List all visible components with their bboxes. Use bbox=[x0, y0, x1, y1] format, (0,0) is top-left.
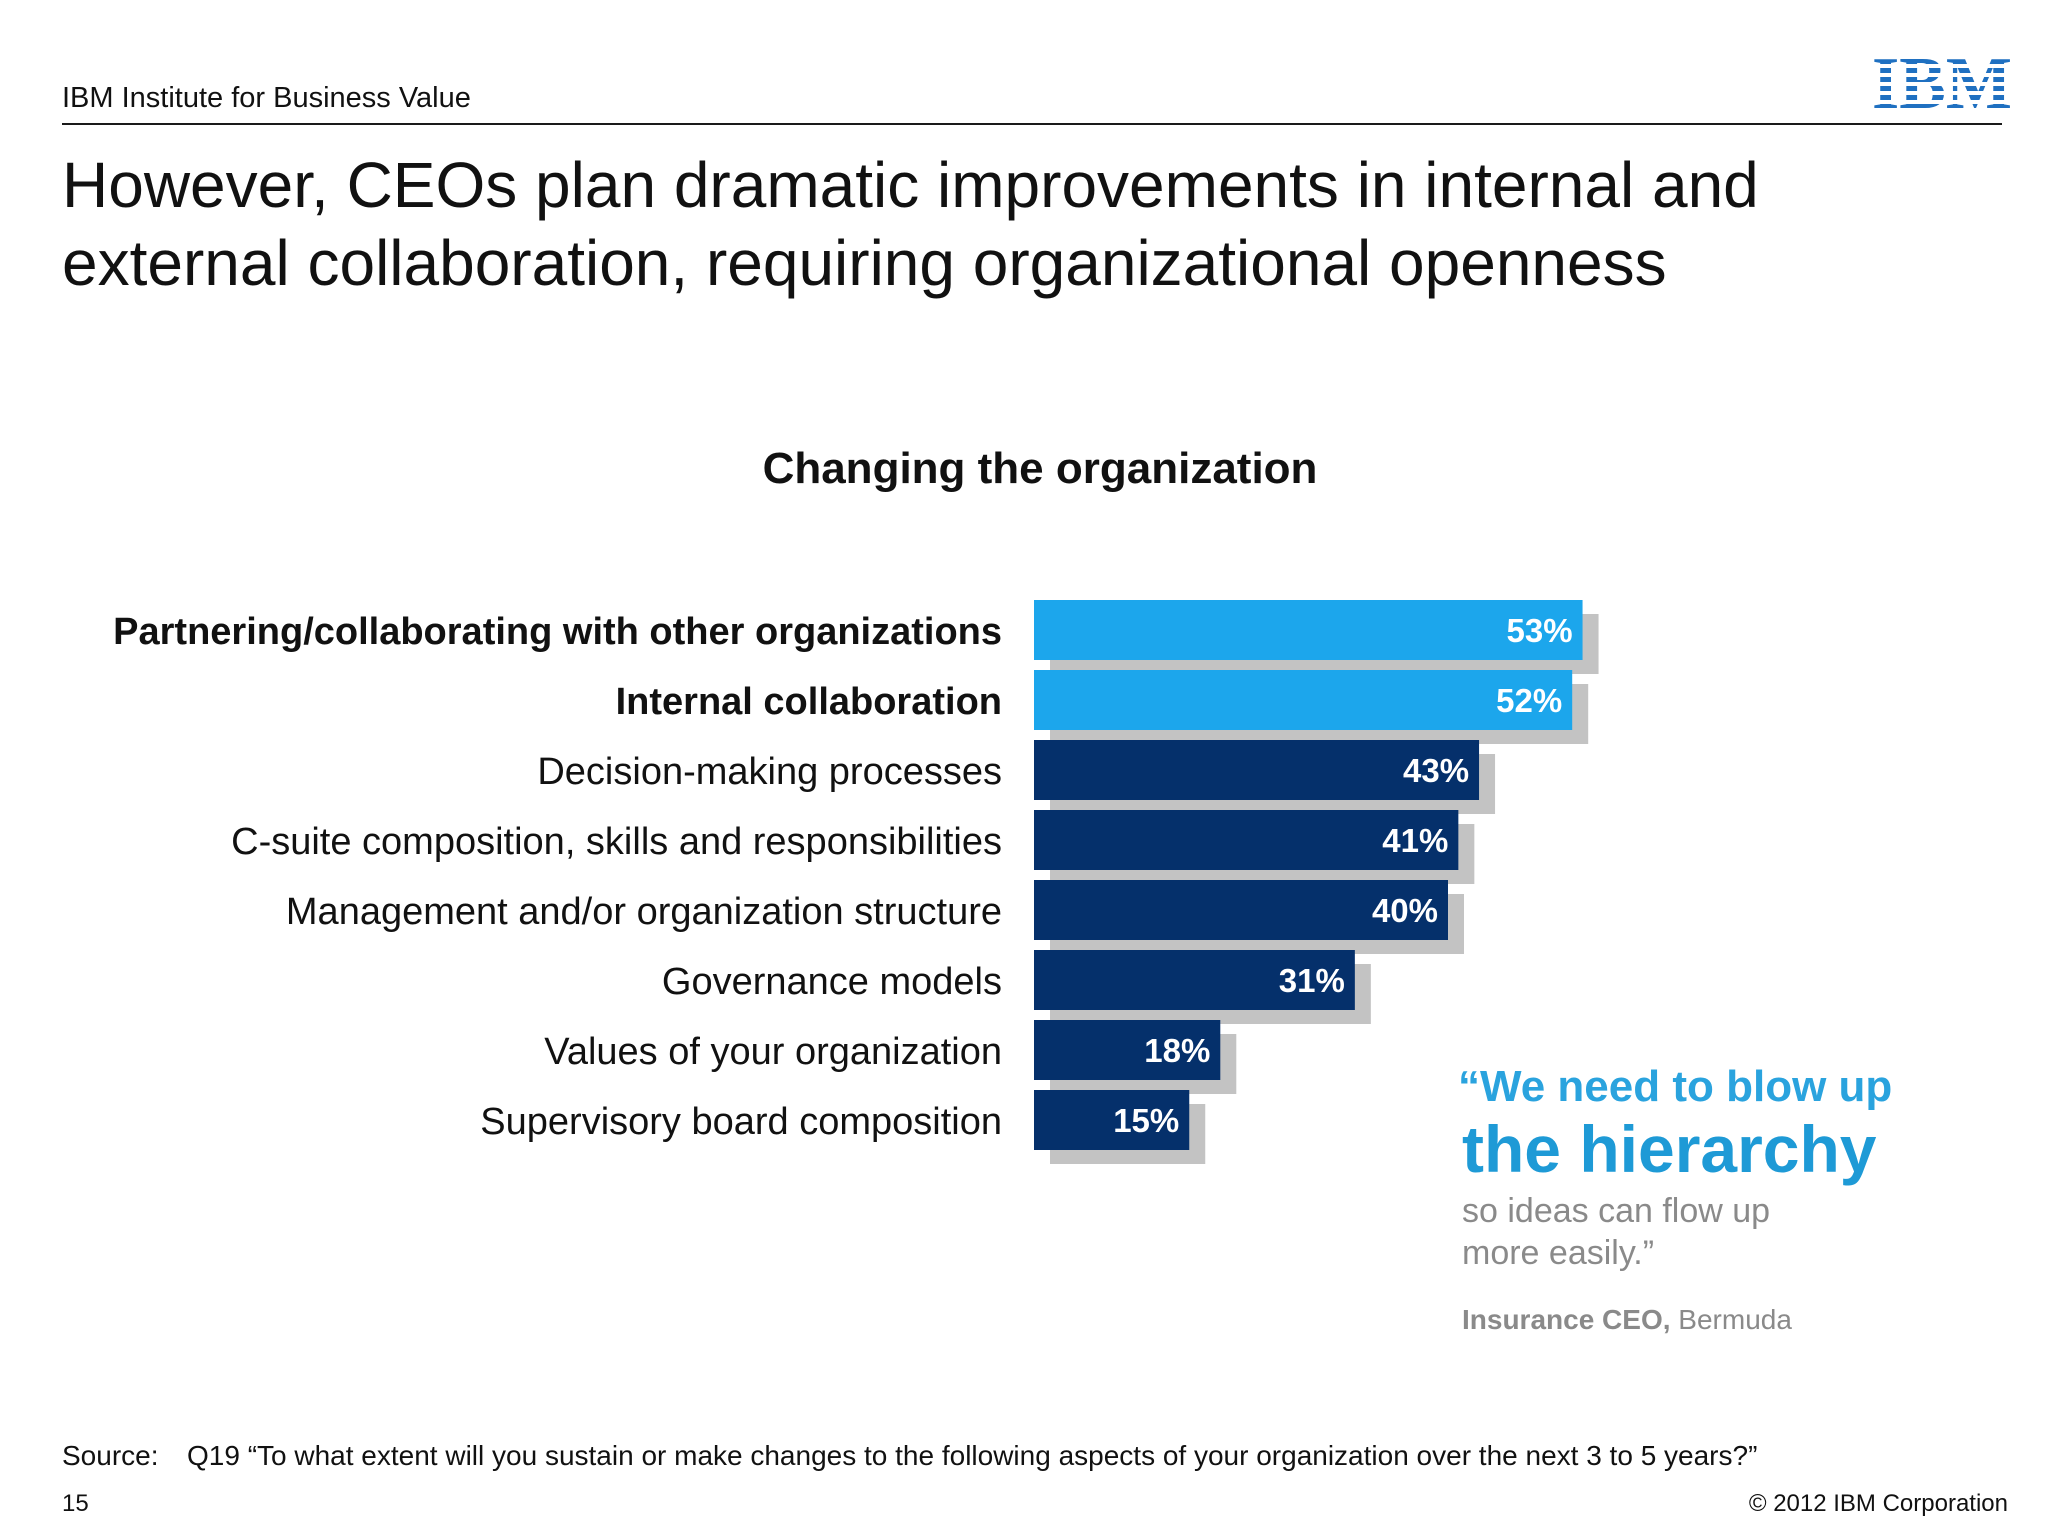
quote-line-3: so ideas can flow up more easily.” bbox=[1462, 1192, 1771, 1272]
chart-title: Changing the organization bbox=[762, 444, 1318, 493]
bar-value-label: 15% bbox=[1113, 1102, 1179, 1139]
category-label: Governance models bbox=[662, 961, 1002, 1003]
bar bbox=[1034, 600, 1583, 660]
quote-line-2: the hierarchy bbox=[1462, 1112, 1877, 1186]
svg-text:IBM: IBM bbox=[1872, 50, 2012, 110]
source-label: Source: bbox=[62, 1440, 159, 1471]
ibm-logo: IBM bbox=[1872, 50, 2012, 110]
quote-attribution-place: Bermuda bbox=[1670, 1304, 1792, 1335]
bar-chart: 53% Partnering/collaborating with other o… bbox=[113, 600, 1599, 1164]
source-note: Source: Q19 “To what extent will you sust… bbox=[62, 1440, 1757, 1472]
bar-value-label: 18% bbox=[1144, 1032, 1210, 1069]
bar-value-label: 53% bbox=[1506, 612, 1572, 649]
bar bbox=[1034, 740, 1480, 800]
bar-value-label: 40% bbox=[1372, 892, 1438, 929]
page-number: 15 bbox=[62, 1490, 89, 1517]
ceo-quote: “We need to blow up the hierarchy so ide… bbox=[1458, 1062, 1982, 1336]
source-text: Q19 “To what extent will you sustain or … bbox=[187, 1440, 1758, 1471]
category-label: Management and/or organization structure bbox=[286, 891, 1002, 933]
quote-attribution-role: Insurance CEO, bbox=[1462, 1304, 1671, 1335]
category-label: Decision-making processes bbox=[537, 751, 1002, 793]
quote-attribution: Insurance CEO, Bermuda bbox=[1462, 1304, 1982, 1336]
bar bbox=[1034, 810, 1459, 870]
category-label: C-suite composition, skills and responsi… bbox=[231, 821, 1002, 863]
category-label: Internal collaboration bbox=[616, 681, 1002, 723]
bar-value-label: 52% bbox=[1496, 682, 1562, 719]
copyright: © 2012 IBM Corporation bbox=[1748, 1490, 2008, 1517]
header-divider bbox=[62, 123, 2002, 125]
bar bbox=[1034, 880, 1448, 940]
bar bbox=[1034, 1020, 1221, 1080]
header-org-name: IBM Institute for Business Value bbox=[62, 82, 471, 114]
bar bbox=[1034, 950, 1355, 1010]
bar-value-label: 41% bbox=[1382, 822, 1448, 859]
quote-line-1: “We need to blow up bbox=[1458, 1062, 1893, 1111]
slide-title: However, CEOs plan dramatic improvements… bbox=[62, 149, 1759, 299]
bar bbox=[1034, 1090, 1190, 1150]
bar-value-label: 43% bbox=[1403, 752, 1469, 789]
bar bbox=[1034, 670, 1573, 730]
category-label: Values of your organization bbox=[544, 1031, 1002, 1073]
bar-value-label: 31% bbox=[1279, 962, 1345, 999]
category-label: Partnering/collaborating with other orga… bbox=[113, 611, 1002, 653]
category-label: Supervisory board composition bbox=[480, 1101, 1002, 1143]
